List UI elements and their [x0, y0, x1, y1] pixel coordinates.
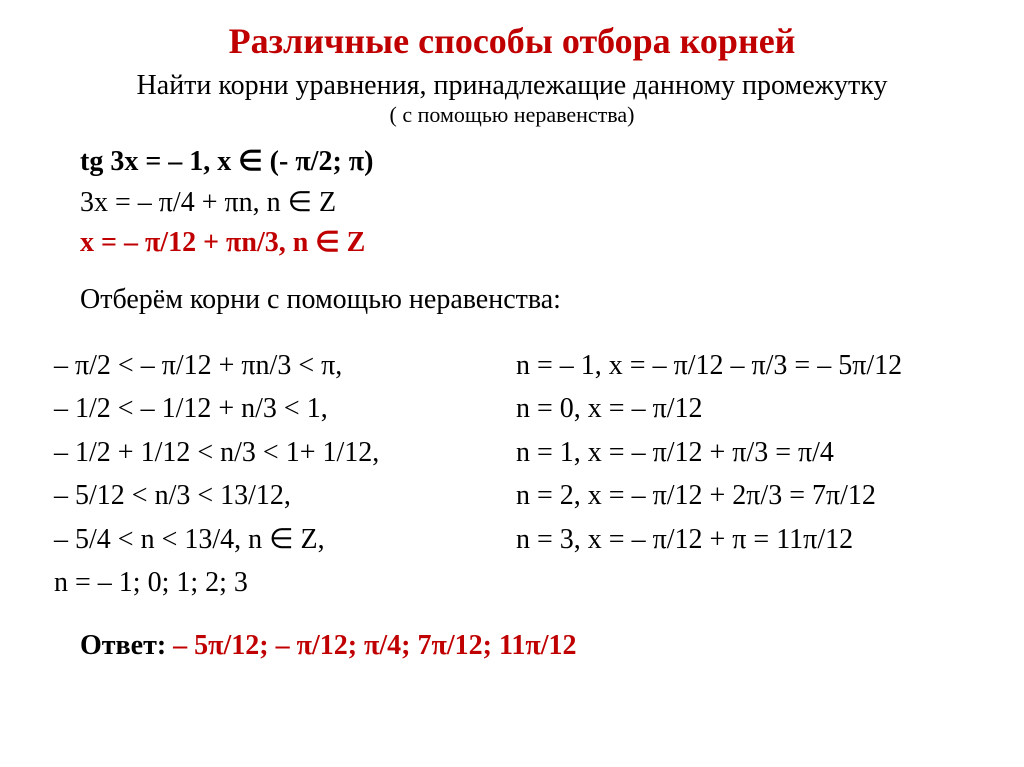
problem-line-1: tg 3x = – 1, x ∈ (- π/2; π) [80, 142, 974, 183]
work-columns: – π/2 < – π/12 + πn/3 < π, – 1/2 < – 1/1… [50, 344, 974, 604]
step-line: – 5/4 < n < 13/4, n ∈ Z, [54, 518, 516, 561]
slide-page: Различные способы отбора корней Найти ко… [0, 0, 1024, 682]
problem-line-2: 3x = – π/4 + πn, n ∈ Z [80, 183, 974, 224]
eval-line: n = 1, x = – π/12 + π/3 = π/4 [516, 431, 978, 474]
eval-line: n = 3, x = – π/12 + π = 11π/12 [516, 518, 978, 561]
answer-value: – 5π/12; – π/12; π/4; 7π/12; 11π/12 [173, 630, 576, 661]
answer-label: Ответ: [80, 630, 173, 661]
step-line: – π/2 < – π/12 + πn/3 < π, [54, 344, 516, 387]
root-evaluations: n = – 1, x = – π/12 – π/3 = – 5π/12 n = … [516, 344, 978, 604]
inequality-steps: – π/2 < – π/12 + πn/3 < π, – 1/2 < – 1/1… [50, 344, 516, 604]
section-label: Отберём корни с помощью неравенства: [80, 284, 974, 316]
answer-line: Ответ: – 5π/12; – π/12; π/4; 7π/12; 11π/… [80, 630, 974, 662]
problem-block: tg 3x = – 1, x ∈ (- π/2; π) 3x = – π/4 +… [80, 142, 974, 264]
step-line: – 1/2 + 1/12 < n/3 < 1+ 1/12, [54, 431, 516, 474]
page-subtitle: Найти корни уравнения, принадлежащие дан… [50, 70, 974, 102]
step-line: – 5/12 < n/3 < 13/12, [54, 474, 516, 517]
eval-line: n = 0, x = – π/12 [516, 387, 978, 430]
page-subtitle-note: ( с помощью неравенства) [50, 102, 974, 128]
eval-line: n = – 1, x = – π/12 – π/3 = – 5π/12 [516, 344, 978, 387]
page-title: Различные способы отбора корней [50, 20, 974, 62]
step-line: n = – 1; 0; 1; 2; 3 [54, 561, 516, 604]
eval-line: n = 2, x = – π/12 + 2π/3 = 7π/12 [516, 474, 978, 517]
step-line: – 1/2 < – 1/12 + n/3 < 1, [54, 387, 516, 430]
problem-line-3: x = – π/12 + πn/3, n ∈ Z [80, 223, 974, 264]
